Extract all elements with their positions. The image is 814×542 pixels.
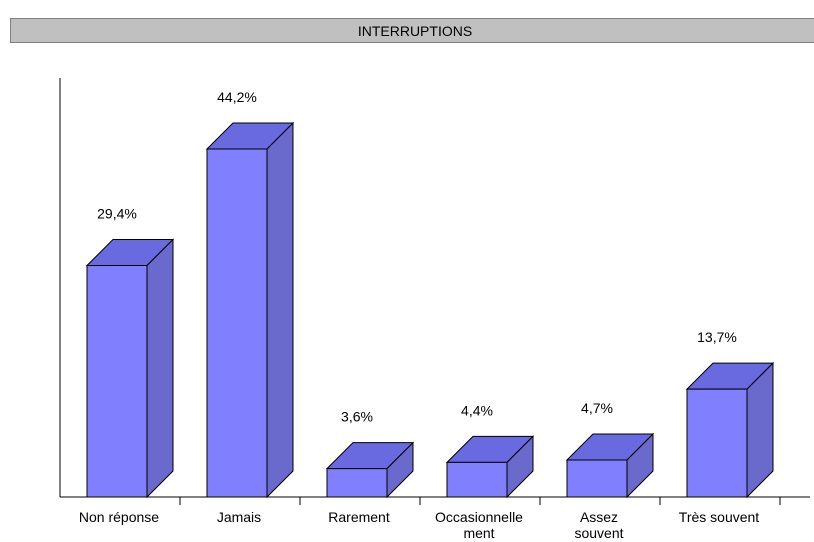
tick-label: Occasionnelle [435, 509, 523, 525]
bar [205, 121, 295, 499]
bar [685, 361, 775, 499]
data-label: 44,2% [217, 89, 257, 105]
data-label: 4,7% [581, 400, 613, 416]
labels-layer: 29,4% Non réponse 44,2% Jamais 3,6% Rarement 4… [79, 89, 759, 541]
bar-front-face [446, 461, 508, 498]
bar-front-face [686, 388, 748, 498]
ticks-layer [179, 497, 781, 505]
bar [445, 435, 535, 499]
bar-front-face [566, 459, 628, 498]
data-label: 13,7% [697, 329, 737, 345]
bar-side-face [266, 121, 294, 499]
tick-label: Non réponse [79, 509, 159, 525]
tick-label: Assez [580, 509, 618, 525]
bar-side-face [146, 238, 174, 499]
tick-label: Très souvent [679, 509, 760, 525]
data-label: 3,6% [341, 409, 373, 425]
bar-front-face [206, 148, 268, 498]
tick-label: Jamais [217, 509, 261, 525]
bar [565, 432, 655, 499]
tick-label: Rarement [328, 509, 390, 525]
data-label: 29,4% [97, 206, 137, 222]
chart-title: INTERRUPTIONS [10, 18, 814, 43]
bars-layer [85, 121, 775, 499]
tick-label: ment [463, 525, 494, 541]
bar-front-face [86, 265, 148, 498]
data-label: 4,4% [461, 402, 493, 418]
bar [325, 441, 415, 499]
bar-front-face [326, 468, 388, 498]
bar [85, 238, 175, 499]
tick-label: souvent [574, 525, 623, 541]
